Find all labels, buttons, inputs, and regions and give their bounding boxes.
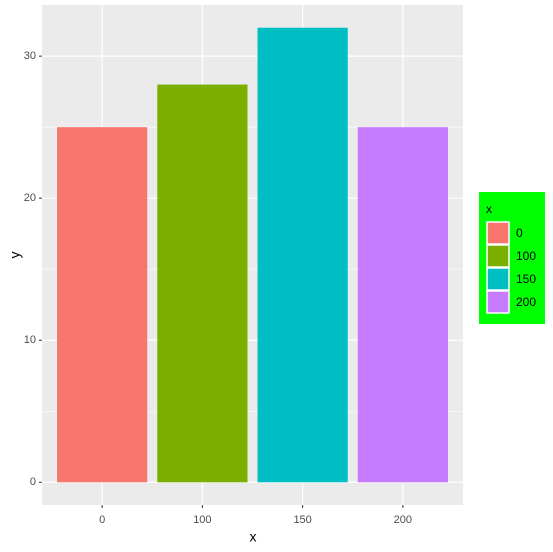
legend-key: [486, 221, 510, 245]
legend-title: x: [486, 202, 492, 216]
legend-key: [486, 267, 510, 291]
x-tick-label: 200: [394, 514, 412, 526]
y-tick-label: 20: [24, 192, 36, 204]
legend-label: 150: [516, 272, 536, 286]
legend-key: [486, 290, 510, 314]
y-tick-label: 30: [24, 50, 36, 62]
bar: [357, 127, 448, 483]
x-tick-label: 150: [293, 514, 311, 526]
legend: x 0 100 150 200: [479, 192, 545, 324]
legend-label: 100: [516, 249, 536, 263]
bar: [157, 84, 248, 483]
x-axis-title: x: [250, 529, 257, 545]
bars: [57, 27, 448, 483]
x-tick-label: 0: [99, 514, 105, 526]
x-tick-label: 100: [193, 514, 211, 526]
legend-label: 0: [516, 226, 523, 240]
bar: [257, 27, 348, 483]
y-tick-label: 0: [30, 476, 36, 488]
bar: [57, 127, 148, 483]
y-axis-title: y: [7, 252, 23, 259]
y-tick-label: 10: [24, 334, 36, 346]
legend-label: 200: [516, 295, 536, 309]
legend-key: [486, 244, 510, 268]
